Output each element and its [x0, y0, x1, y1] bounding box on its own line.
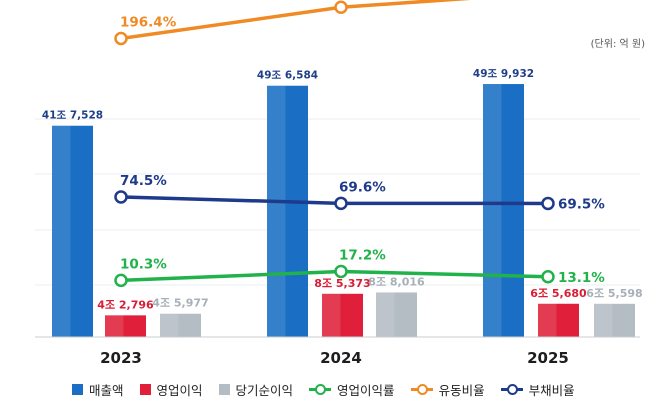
legend-item-유동비율: 유동비율 — [410, 380, 485, 399]
line-label-영업이익률-2025: 13.1% — [558, 270, 605, 286]
bar-당기순이익-2024 — [376, 292, 417, 337]
bar-shade-영업이익-2024 — [322, 293, 341, 337]
bar-shade-당기순이익-2025 — [594, 303, 613, 337]
point-부채비율-2024 — [334, 196, 348, 211]
bar-당기순이익-2025 — [594, 303, 635, 337]
legend-swatch-당기순이익 — [218, 383, 230, 395]
legend: 매출액 영업이익 당기순이익 영업이익률 유동비율 부채비율 — [72, 378, 632, 400]
bar-label-매출액-2023: 41조 7,528 — [42, 110, 103, 122]
bar-label-당기순이익-2023: 4조 5,977 — [152, 297, 208, 310]
legend-swatch-부채비율 — [500, 383, 523, 395]
point-영업이익률-2023 — [114, 273, 128, 288]
bar-shade-당기순이익-2023 — [160, 313, 179, 337]
point-유동비율-2024 — [334, 0, 348, 15]
bar-label-영업이익-2023: 4조 2,796 — [97, 298, 154, 311]
legend-label-영업이익률: 영업이익률 — [337, 382, 395, 398]
point-부채비율-2025 — [541, 196, 555, 211]
legend-label-매출액: 매출액 — [89, 382, 124, 398]
legend-swatch-영업이익률 — [309, 383, 332, 395]
legend-label-영업이익: 영업이익 — [156, 382, 203, 398]
bar-당기순이익-2023 — [160, 313, 201, 337]
point-영업이익률-2025 — [541, 270, 555, 284]
legend-swatch-유동비율 — [410, 383, 433, 395]
legend-item-영업이익률: 영업이익률 — [309, 380, 395, 399]
bar-label-영업이익-2025: 6조 5,680 — [530, 287, 587, 300]
legend-item-영업이익: 영업이익 — [139, 380, 203, 399]
line-label-부채비율-2023: 74.5% — [120, 173, 167, 189]
bar-영업이익-2025 — [538, 303, 579, 337]
legend-item-매출액: 매출액 — [72, 380, 124, 399]
bar-매출액-2023 — [52, 125, 93, 337]
bar-label-당기순이익-2024: 8조 8,016 — [368, 275, 425, 288]
line-label-영업이익률-2024: 17.2% — [339, 247, 386, 263]
point-유동비율-2023 — [114, 31, 128, 46]
bar-shade-당기순이익-2024 — [376, 292, 395, 337]
bar-영업이익-2024 — [322, 293, 363, 337]
bar-label-당기순이익-2025: 6조 5,598 — [586, 287, 642, 300]
legend-label-유동비율: 유동비율 — [438, 382, 485, 398]
line-label-부채비율-2024: 69.6% — [339, 179, 386, 195]
bar-shade-매출액-2025 — [483, 84, 502, 337]
legend-label-당기순이익: 당기순이익 — [235, 382, 294, 398]
bar-shade-매출액-2024 — [267, 85, 286, 338]
tick-label-2023: 2023 — [100, 349, 142, 367]
tick-label-2025: 2025 — [527, 349, 569, 367]
legend-swatch-영업이익 — [139, 383, 151, 395]
legend-item-당기순이익: 당기순이익 — [218, 380, 294, 399]
tick-label-2024: 2024 — [320, 349, 362, 367]
bar-영업이익-2023 — [105, 315, 146, 337]
line-label-부채비율-2025: 69.5% — [558, 196, 605, 212]
line-label-영업이익률-2023: 10.3% — [120, 256, 167, 272]
legend-label-부채비율: 부채비율 — [528, 382, 575, 398]
bar-매출액-2024 — [267, 85, 308, 338]
bar-label-매출액-2024: 49조 6,584 — [257, 70, 318, 82]
line-label-유동비율-2025: 231.5% — [558, 0, 615, 2]
legend-item-부채비율: 부채비율 — [500, 380, 575, 399]
bar-label-영업이익-2024: 8조 5,373 — [314, 277, 370, 290]
legend-swatch-매출액 — [72, 383, 83, 395]
bar-shade-매출액-2023 — [52, 125, 71, 337]
point-부채비율-2023 — [114, 190, 128, 204]
line-label-유동비율-2023: 196.4% — [120, 14, 177, 30]
point-영업이익률-2024 — [334, 264, 348, 279]
bar-shade-영업이익-2025 — [538, 303, 557, 337]
bar-shade-영업이익-2023 — [105, 315, 124, 337]
unit-label: (단위: 억 원) — [591, 37, 645, 50]
bar-매출액-2025 — [483, 84, 524, 337]
bar-label-매출액-2025: 49조 9,932 — [473, 68, 534, 80]
